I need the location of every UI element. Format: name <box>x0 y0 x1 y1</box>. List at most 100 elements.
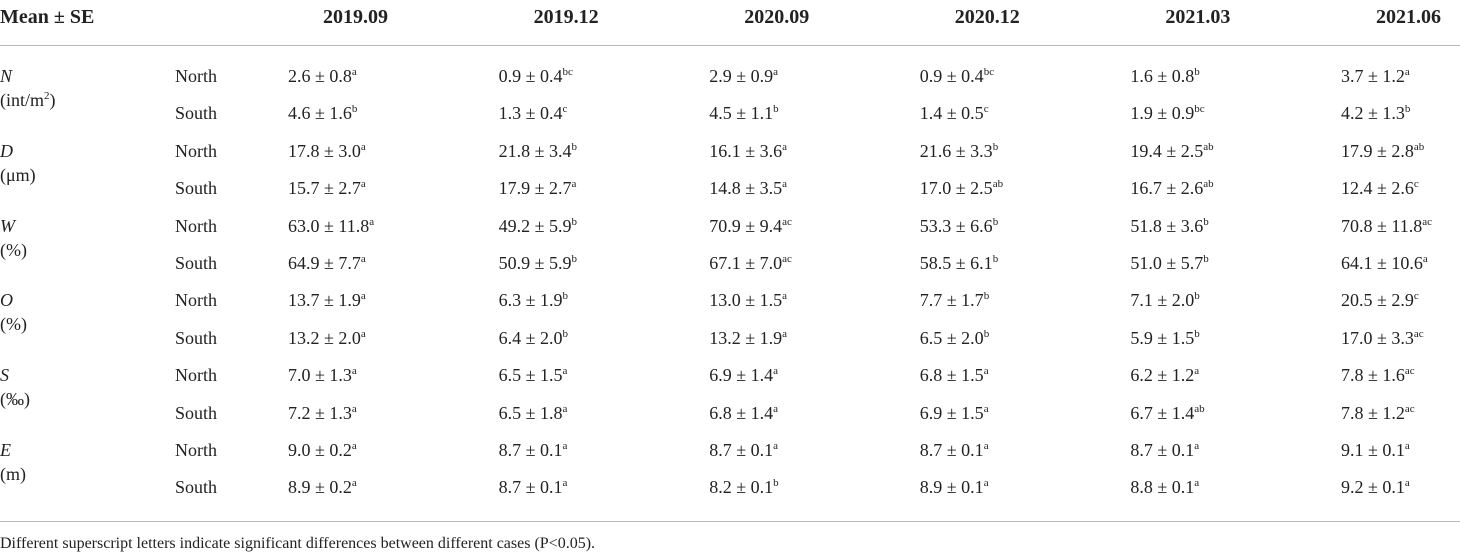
significance-letter: a <box>782 327 787 340</box>
column-header: 2019.09 <box>323 6 388 28</box>
table-cell: 64.9 ± 7.7a <box>288 252 366 274</box>
significance-letter: b <box>992 253 999 265</box>
table-cell: 1.9 ± 0.9bc <box>1130 102 1204 124</box>
cell-value: 6.3 ± 1.9 <box>498 290 563 311</box>
variable-unit: (μm) <box>0 164 36 186</box>
table-cell: 6.2 ± 1.2a <box>1130 364 1199 386</box>
cell-value: 9.2 ± 0.1 <box>1341 477 1405 498</box>
significance-letter: a <box>1194 477 1200 490</box>
cell-value: 7.2 ± 1.3 <box>288 402 352 423</box>
cell-value: 0.9 ± 0.4 <box>919 66 984 86</box>
cell-value: 8.7 ± 0.1 <box>498 477 563 498</box>
table-cell: 8.8 ± 0.1a <box>1130 476 1199 498</box>
table-cell: 2.6 ± 0.8a <box>288 65 357 87</box>
significance-letter: b <box>983 290 990 303</box>
table-cell: 67.1 ± 7.0ac <box>709 252 792 274</box>
table-cell: 49.2 ± 5.9b <box>499 215 577 237</box>
significance-letter: ab <box>1203 140 1214 153</box>
unit-text: (%) <box>0 314 27 335</box>
significance-letter: b <box>983 327 990 340</box>
table-cell: 6.5 ± 2.0b <box>920 327 989 349</box>
table-cell: 1.3 ± 0.4c <box>499 102 568 124</box>
table-cell: 7.1 ± 2.0b <box>1130 289 1199 311</box>
variable-symbol: W <box>0 215 15 236</box>
table-cell: 6.9 ± 1.5a <box>920 402 989 424</box>
table-cell: 15.7 ± 2.7a <box>288 177 366 199</box>
unit-text: (‰) <box>0 389 30 410</box>
significance-letter: b <box>1404 103 1411 116</box>
cell-value: 9.0 ± 0.2 <box>288 440 352 460</box>
table-cell: 8.7 ± 0.1a <box>499 476 568 498</box>
site-label: South <box>175 103 218 124</box>
cell-value: 8.7 ± 0.1 <box>919 440 984 460</box>
cell-value: 21.6 ± 3.3 <box>919 140 993 161</box>
significance-letter: b <box>562 327 568 340</box>
table-cell: 53.3 ± 6.6b <box>920 215 998 237</box>
significance-letter: a <box>782 290 787 303</box>
table-cell: 8.7 ± 0.1a <box>709 439 778 461</box>
table-cell: 6.3 ± 1.9b <box>499 289 568 311</box>
table-cell: 13.0 ± 1.5a <box>709 289 787 311</box>
significance-letter: a <box>360 290 366 303</box>
significance-letter: b <box>1194 290 1200 303</box>
table-cell: 6.8 ± 1.5a <box>920 364 989 386</box>
column-header: 2020.09 <box>744 6 810 28</box>
significance-letter: bc <box>562 66 573 78</box>
cell-value: 2.9 ± 0.9 <box>709 66 774 86</box>
cell-value: 6.8 ± 1.5 <box>919 365 984 386</box>
table-cell: 51.0 ± 5.7b <box>1130 252 1208 274</box>
variable-unit: (%) <box>0 313 27 335</box>
unit-text: (m) <box>0 464 26 484</box>
cell-value: 16.7 ± 2.6 <box>1130 178 1204 199</box>
column-header: 2021.03 <box>1165 6 1231 28</box>
significance-letter: b <box>571 215 577 228</box>
table-cell: 6.7 ± 1.4ab <box>1130 402 1204 424</box>
table-cell: 6.4 ± 2.0b <box>499 327 568 349</box>
cell-value: 13.7 ± 1.9 <box>288 290 361 311</box>
significance-letter: b <box>992 215 999 228</box>
significance-letter: a <box>983 402 989 415</box>
cell-value: 8.2 ± 0.1 <box>709 477 774 498</box>
site-label: South <box>175 327 218 348</box>
significance-letter: a <box>1404 477 1410 490</box>
site-label: North <box>175 215 217 236</box>
table-cell: 50.9 ± 5.9b <box>499 252 577 274</box>
table-cell: 70.9 ± 9.4ac <box>709 215 792 237</box>
site-label: South <box>175 253 218 273</box>
variable-symbol: D <box>0 140 13 161</box>
table-cell: 8.2 ± 0.1b <box>709 476 778 498</box>
table-cell: 13.2 ± 1.9a <box>709 327 787 349</box>
significance-letter: b <box>773 477 779 490</box>
site-label: South <box>175 402 218 423</box>
significance-letter: a <box>983 477 989 490</box>
cell-value: 20.5 ± 2.9 <box>1341 290 1414 311</box>
cell-value: 5.9 ± 1.5 <box>1130 327 1195 348</box>
significance-letter: ac <box>1404 402 1415 415</box>
cell-value: 70.8 ± 11.8 <box>1341 215 1423 236</box>
significance-letter: a <box>360 178 366 191</box>
table-cell: 63.0 ± 11.8a <box>288 215 374 237</box>
significance-letter: c <box>983 103 989 116</box>
table-cell: 58.5 ± 6.1b <box>920 252 998 274</box>
significance-letter: a <box>562 440 568 452</box>
header-rule <box>0 45 1460 46</box>
significance-letter: b <box>571 140 577 153</box>
cell-value: 0.9 ± 0.4 <box>498 66 563 86</box>
site-label: North <box>175 365 217 386</box>
table-cell: 1.4 ± 0.5c <box>920 102 989 124</box>
variable-unit: (%) <box>0 239 27 261</box>
table-cell: 6.8 ± 1.4a <box>709 402 778 424</box>
significance-letter: a <box>351 365 357 378</box>
table-cell: 5.9 ± 1.5b <box>1130 327 1199 349</box>
unit-text: (int/m <box>0 90 44 110</box>
cell-value: 17.9 ± 2.8 <box>1341 140 1414 161</box>
site-label: North <box>175 66 217 86</box>
cell-value: 50.9 ± 5.9 <box>498 253 572 273</box>
significance-letter: b <box>351 103 358 116</box>
table-cell: 7.8 ± 1.6ac <box>1341 364 1415 386</box>
cell-value: 13.2 ± 2.0 <box>288 327 361 348</box>
significance-letter: a <box>782 140 787 153</box>
cell-value: 4.6 ± 1.6 <box>288 103 352 124</box>
table-cell: 6.9 ± 1.4a <box>709 364 778 386</box>
